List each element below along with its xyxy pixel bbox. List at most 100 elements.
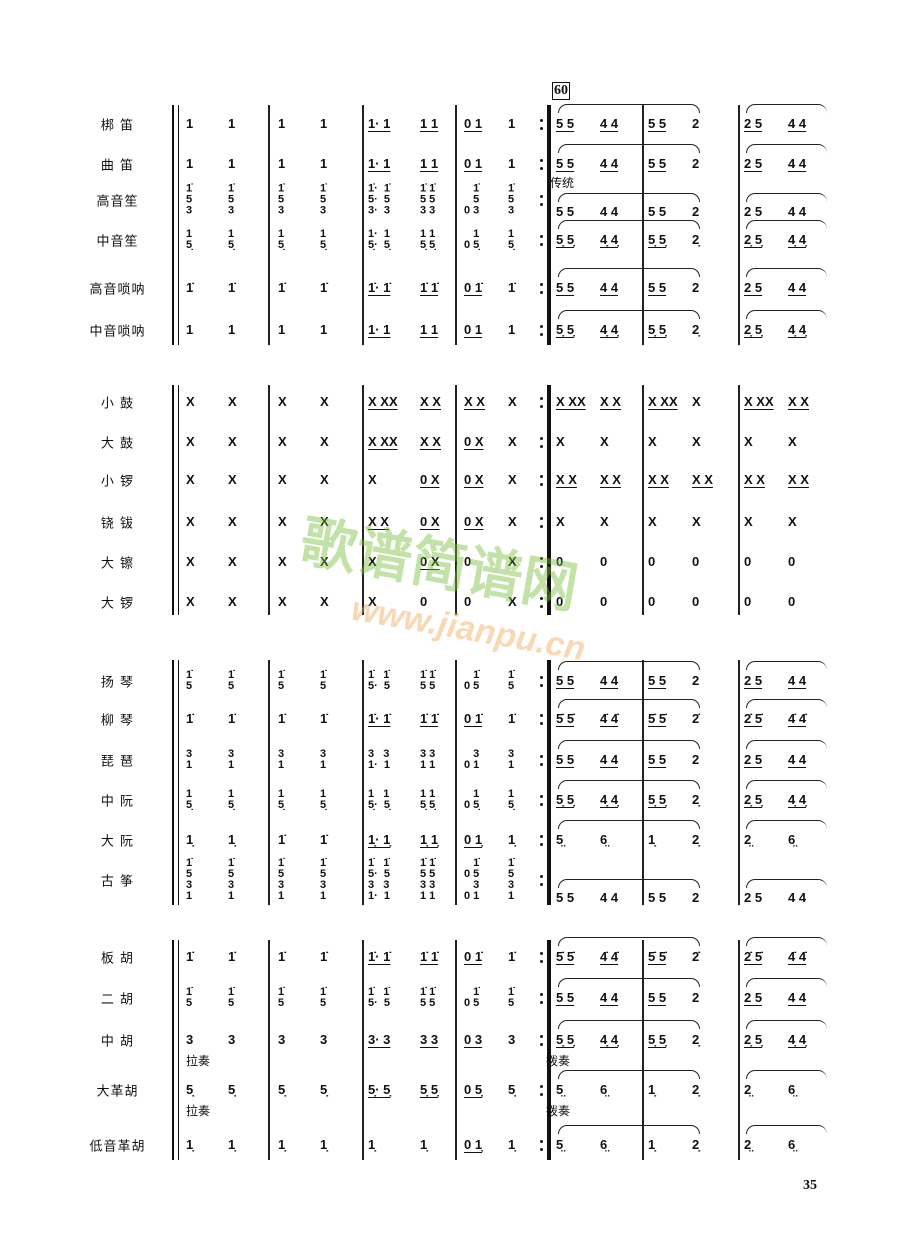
note-group: 3 bbox=[320, 1032, 328, 1047]
note-group: X X bbox=[420, 394, 441, 409]
note-group: 1̇ 0 5 3 0 1 bbox=[464, 857, 480, 902]
barline bbox=[268, 660, 270, 905]
note-group: 3 3 bbox=[420, 1032, 439, 1047]
slur bbox=[746, 878, 827, 888]
note-group: 1̣ bbox=[278, 1137, 286, 1152]
instrument-label: 梆 笛 bbox=[100, 118, 135, 134]
note-group: 2̣ bbox=[692, 232, 700, 247]
double-barline bbox=[547, 940, 551, 1160]
repeat-dot bbox=[540, 1093, 543, 1096]
note-group: X bbox=[600, 434, 609, 449]
note-group: 0 bbox=[420, 594, 428, 609]
note-group: X XX bbox=[368, 394, 398, 409]
note-group: 2̇ 5̇ bbox=[744, 711, 763, 726]
instrument-label: 柳 琴 bbox=[100, 713, 135, 729]
note-group: X bbox=[648, 514, 657, 529]
note-group: X bbox=[744, 514, 753, 529]
note-group: 3· 3 bbox=[368, 1032, 391, 1047]
barline bbox=[738, 385, 740, 615]
note-group: 1 bbox=[278, 322, 286, 337]
page-number: 35 bbox=[803, 1178, 817, 1193]
slur bbox=[746, 193, 827, 202]
note-group: 4̣ 4̣ bbox=[788, 322, 807, 337]
repeat-dot bbox=[540, 952, 543, 955]
note-group: 2̤ bbox=[744, 1137, 752, 1152]
note-group: 2 5 bbox=[744, 116, 763, 131]
note-group: 1 bbox=[228, 322, 236, 337]
note-group: 0 bbox=[744, 594, 752, 609]
note-group: 0 1 bbox=[464, 156, 483, 171]
note-group: 1̇ bbox=[508, 280, 516, 295]
note-group: 5 5 bbox=[648, 204, 667, 219]
note-group: X bbox=[508, 434, 517, 449]
rehearsal-mark: 60 bbox=[552, 82, 570, 100]
note-group: X bbox=[278, 594, 287, 609]
note-group: 2 bbox=[692, 990, 700, 1005]
repeat-dot bbox=[540, 684, 543, 687]
note-group: X bbox=[508, 594, 517, 609]
note-group: 1 bbox=[228, 156, 236, 171]
note-group: 4 4 bbox=[788, 890, 807, 905]
note-group: 1̇· 1̇ 5· 5 3· 3 bbox=[368, 182, 391, 217]
note-group: 3 bbox=[186, 1032, 194, 1047]
annotation-text: 拉奏 bbox=[186, 1104, 211, 1118]
note-group: 2̣ bbox=[692, 1082, 700, 1097]
note-group: 0 1̇ bbox=[464, 711, 483, 726]
note-group: 1 bbox=[508, 156, 516, 171]
double-barline bbox=[547, 385, 551, 615]
repeat-dot bbox=[540, 437, 543, 440]
note-group: 1̇ bbox=[320, 280, 328, 295]
note-group: 2 5 bbox=[744, 752, 763, 767]
repeat-dot bbox=[540, 167, 543, 170]
note-group: 0 bbox=[788, 554, 796, 569]
note-group: 1 5̣ bbox=[278, 228, 285, 251]
note-group: 1 bbox=[320, 322, 328, 337]
note-group: 2 bbox=[692, 752, 700, 767]
repeat-dot bbox=[540, 445, 543, 448]
note-group: 1̇ 0 5 bbox=[464, 669, 480, 692]
barline bbox=[642, 105, 644, 345]
annotation-text: 拨奏 bbox=[546, 1104, 571, 1118]
note-group: 3 bbox=[278, 1032, 286, 1047]
instrument-label: 琵 琶 bbox=[100, 754, 135, 770]
note-group: 4̣ 4̣ bbox=[788, 232, 807, 247]
note-group: X bbox=[278, 394, 287, 409]
note-group: 3 3 1· 1 bbox=[368, 748, 391, 771]
note-group: 4 4 bbox=[788, 280, 807, 295]
repeat-dot bbox=[540, 597, 543, 600]
note-group: 4 4 bbox=[788, 204, 807, 219]
repeat-dot bbox=[540, 1085, 543, 1088]
note-group: X bbox=[692, 394, 701, 409]
barline bbox=[268, 385, 270, 615]
note-group: X bbox=[788, 514, 797, 529]
note-group: 1̣ bbox=[228, 1137, 236, 1152]
instrument-label: 低音革胡 bbox=[89, 1139, 146, 1155]
note-group: 6̤ bbox=[600, 1082, 608, 1097]
note-group: 1̇ bbox=[186, 949, 194, 964]
note-group: X bbox=[228, 472, 237, 487]
note-group: 5̣ 5̣ bbox=[556, 232, 575, 247]
note-group: 5̣ 5̣ bbox=[648, 232, 667, 247]
note-group: 1 5̣ bbox=[508, 228, 515, 251]
note-group: 0 5̣ bbox=[464, 1082, 483, 1097]
slur bbox=[558, 144, 700, 153]
repeat-dot bbox=[540, 1035, 543, 1038]
note-group: 1 1 bbox=[420, 156, 439, 171]
note-group: 1̣ bbox=[508, 1137, 516, 1152]
note-group: X bbox=[692, 514, 701, 529]
note-group: 5̣ bbox=[186, 1082, 194, 1097]
note-group: 1̇ bbox=[228, 711, 236, 726]
note-group: X bbox=[186, 434, 195, 449]
barline bbox=[455, 385, 457, 615]
note-group: 3 1 bbox=[508, 748, 515, 771]
note-group: 5 5 bbox=[556, 752, 575, 767]
note-group: X bbox=[278, 434, 287, 449]
note-group: 1̇ 5 3 1 bbox=[186, 857, 193, 902]
note-group: 0 bbox=[556, 554, 564, 569]
annotation-text: 拉奏 bbox=[186, 1054, 211, 1068]
repeat-dot bbox=[540, 795, 543, 798]
note-group: 1̇ bbox=[508, 711, 516, 726]
note-group: 4 4 bbox=[600, 116, 619, 131]
slur bbox=[746, 144, 827, 153]
instrument-label: 古 筝 bbox=[100, 874, 135, 890]
